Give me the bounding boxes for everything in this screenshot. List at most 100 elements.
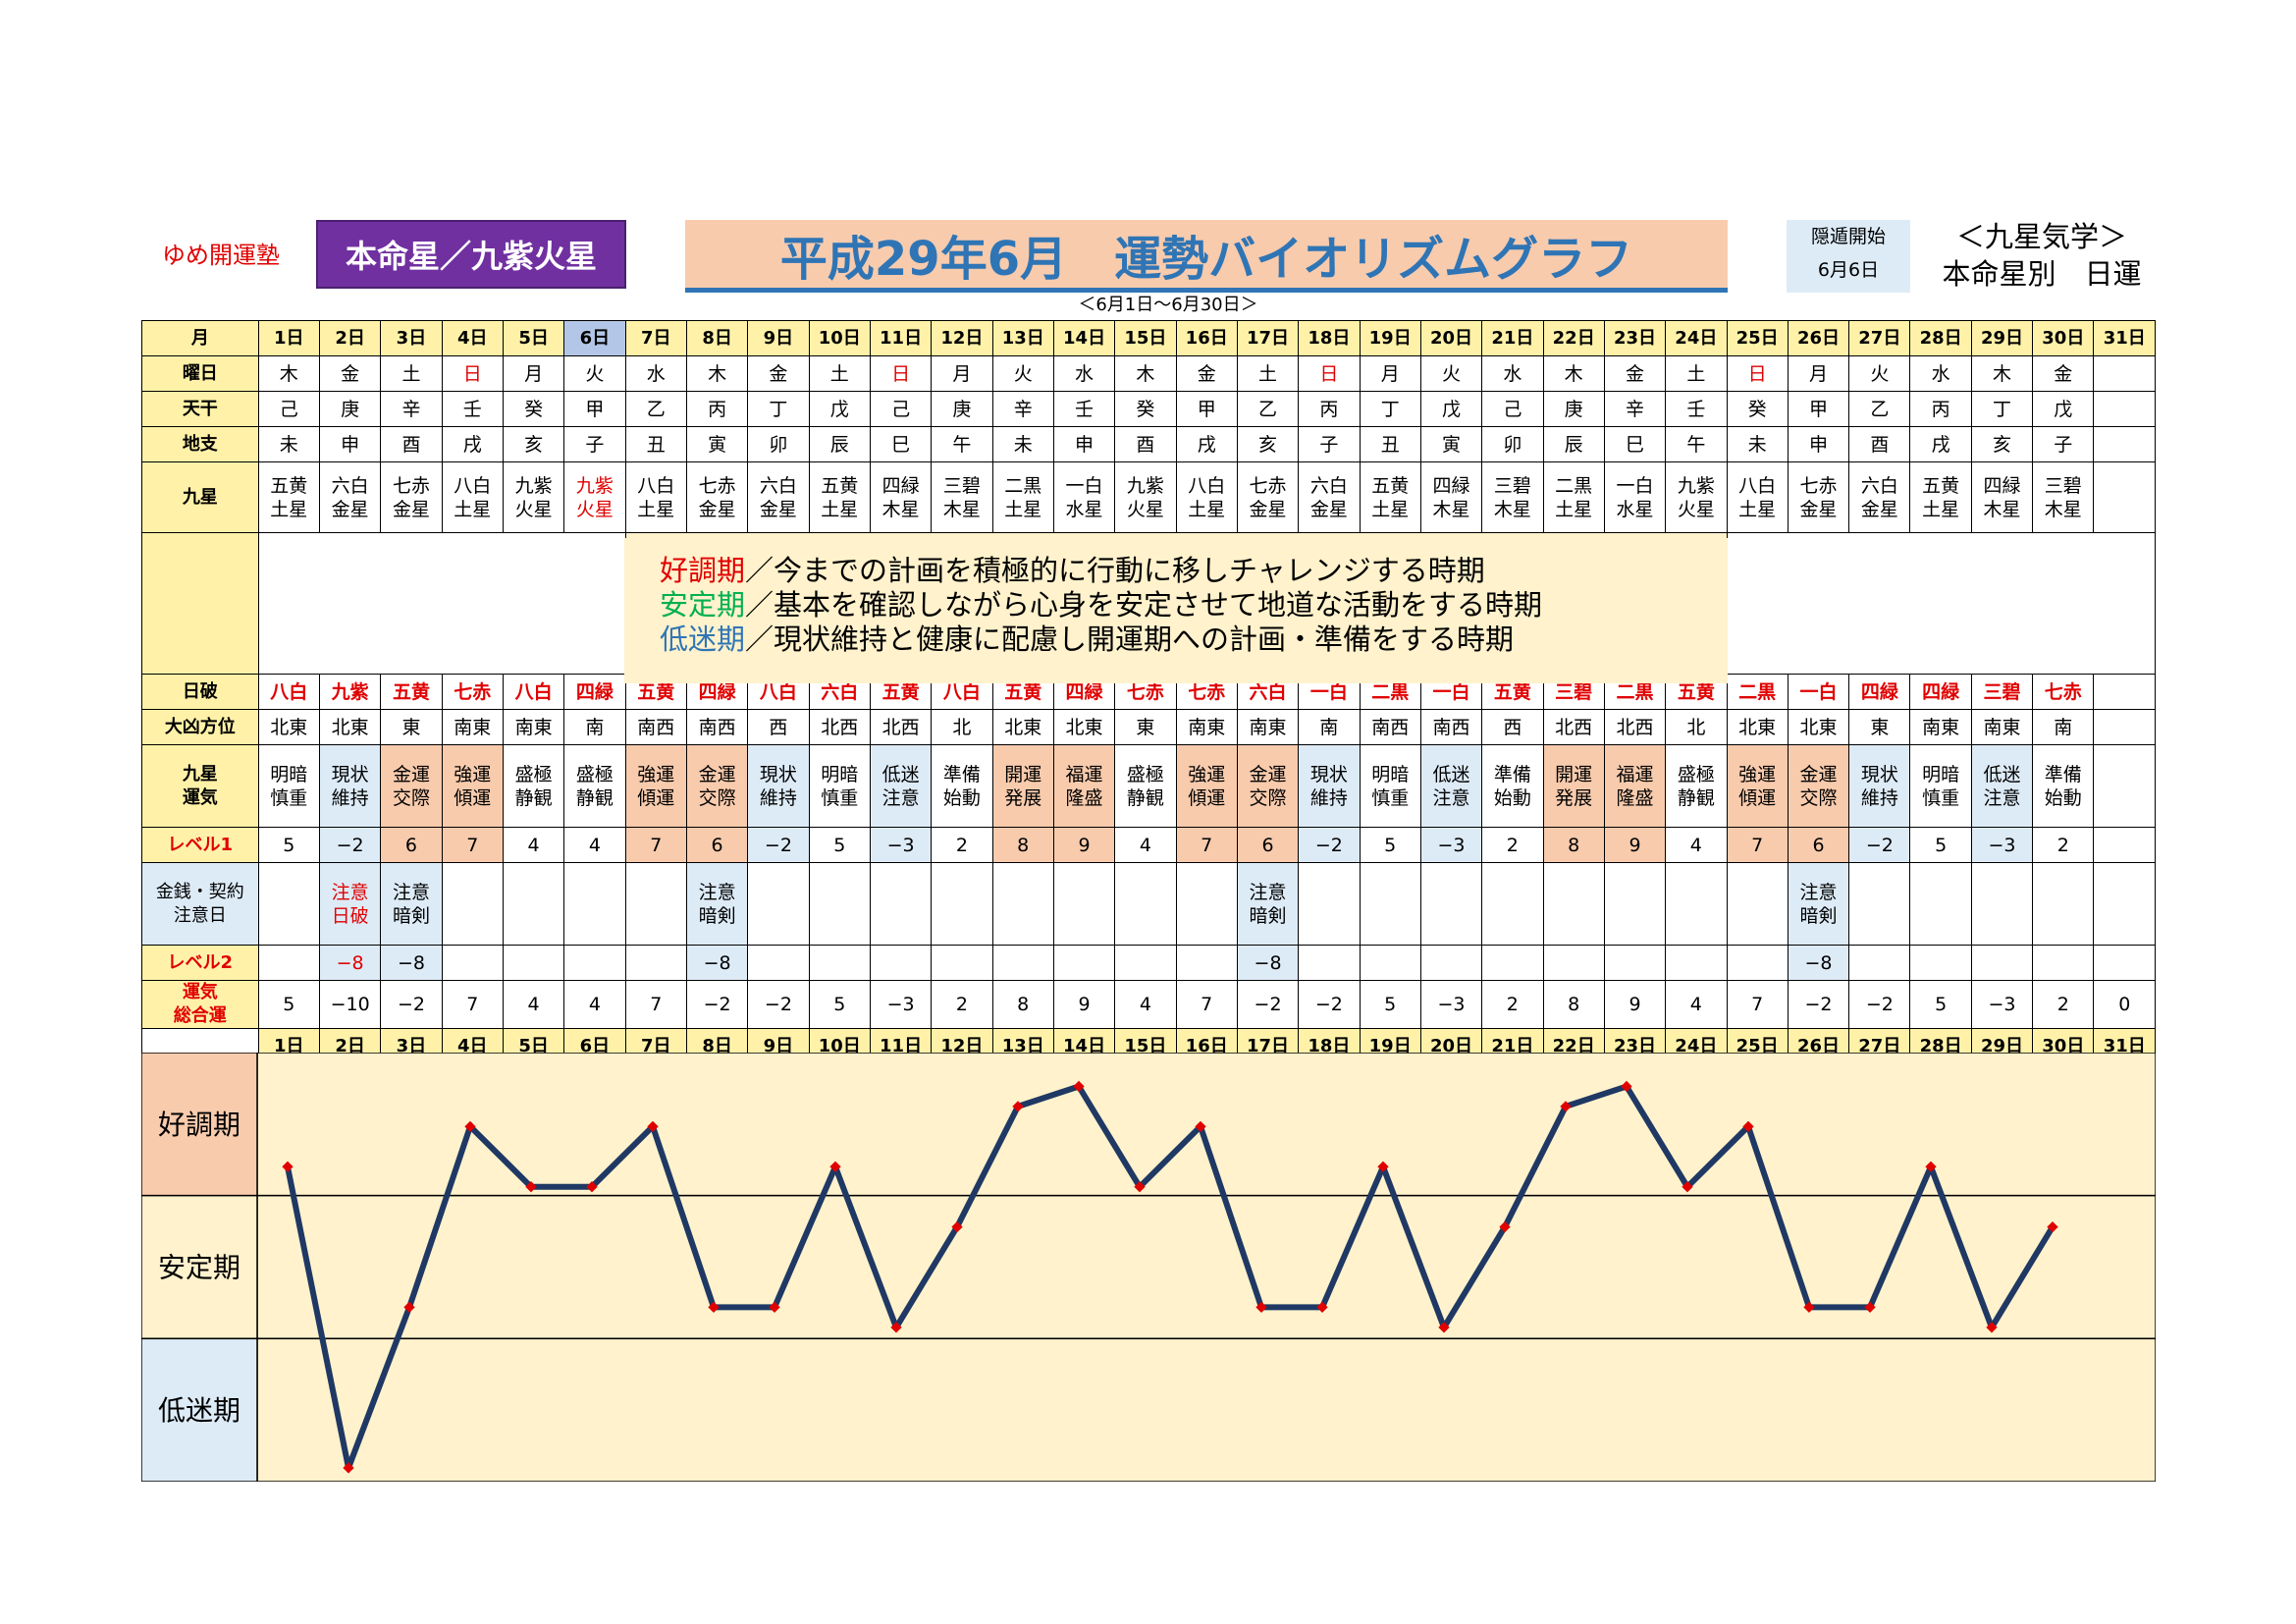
day-header: 23日	[1603, 320, 1667, 356]
nippa-cell: 八白	[257, 674, 320, 710]
tenkan-cell: 癸	[502, 391, 565, 427]
chishi-cell: 子	[563, 426, 626, 462]
level1-cell: −3	[869, 827, 933, 863]
level1-cell: 6	[380, 827, 443, 863]
level2-cell: −8	[1236, 945, 1300, 981]
day-header: 8日	[685, 320, 749, 356]
chishi-cell: 亥	[1236, 426, 1300, 462]
kinsen-cell	[1542, 862, 1605, 946]
kinsen-cell	[1970, 862, 2034, 946]
row-label-message	[141, 532, 259, 675]
chishi-cell: 亥	[502, 426, 565, 462]
unki-cell: 福運 隆盛	[1052, 744, 1116, 828]
unki-cell: 現状 維持	[1848, 744, 1911, 828]
daikyo-cell: 南西	[1419, 709, 1483, 745]
unki-cell: 金運 交際	[685, 744, 749, 828]
kinsen-cell	[1298, 862, 1361, 946]
kinsen-cell	[1359, 862, 1421, 946]
day-header: 1日	[257, 320, 320, 356]
chishi-cell: 巳	[869, 426, 933, 462]
data-point	[1438, 1322, 1450, 1333]
day-header: 12日	[931, 320, 993, 356]
kinsen-cell: 注意 暗剣	[685, 862, 749, 946]
weekday-cell: 金	[1175, 355, 1238, 392]
daikyo-cell: 北東	[991, 709, 1054, 745]
row-label-kyusei: 九星	[141, 461, 259, 533]
weekday-cell	[2093, 355, 2156, 392]
unki-cell: 福運 隆盛	[1603, 744, 1667, 828]
chishi-cell: 寅	[1419, 426, 1483, 462]
kyusei-cell: 六白 金星	[1298, 461, 1361, 533]
day-header: 13日	[991, 320, 1054, 356]
day-header: 6日	[563, 320, 626, 356]
chishi-cell: 酉	[380, 426, 443, 462]
unki-cell: 金運 交際	[380, 744, 443, 828]
daikyo-cell: 北東	[318, 709, 382, 745]
level2-cell	[502, 945, 565, 981]
kyusei-cell: 七赤 金星	[1787, 461, 1850, 533]
day-header: 15日	[1114, 320, 1177, 356]
level2-cell	[869, 945, 933, 981]
row-daikyo: 大凶方位 北東 北東東南東 南東南南西 南西西北西 北西北北東 北東東南東 南東南南西 南西西北…	[141, 709, 2156, 745]
kinsen-cell	[502, 862, 565, 946]
level1-cell: 9	[1603, 827, 1667, 863]
data-point	[2047, 1220, 2058, 1233]
chishi-cell: 丑	[624, 426, 687, 462]
kinsen-cell	[563, 862, 626, 946]
tenkan-cell: 丁	[1970, 391, 2034, 427]
day-header: 3日	[380, 320, 443, 356]
unki-cell: 強運 傾運	[1175, 744, 1238, 828]
row-kyusei: 九星 五黄 土星 六白 金星 七赤 金星 八白 土星 九紫 火星 九紫 火星 八白 土星 七赤 金星 六白 金星 五黄…	[141, 461, 2156, 533]
inton-label: 隠遁開始	[1810, 226, 1886, 247]
day-header: 24日	[1665, 320, 1728, 356]
row-label-kinsen: 金銭・契約 注意日	[141, 862, 259, 946]
level2-cell	[991, 945, 1054, 981]
day-header: 30日	[2032, 320, 2095, 356]
level2-cell	[1970, 945, 2034, 981]
chishi-cell: 申	[1052, 426, 1116, 462]
chishi-cell	[2093, 426, 2156, 462]
chishi-cell: 未	[1726, 426, 1789, 462]
data-point	[343, 1462, 354, 1474]
total-cell: 0	[2093, 980, 2156, 1029]
kyusei-cell: 九紫 火星	[1665, 461, 1728, 533]
level2-cell	[624, 945, 687, 981]
level1-cell: 9	[1052, 827, 1116, 863]
tenkan-cell: 甲	[1787, 391, 1850, 427]
daikyo-cell: 南東	[1909, 709, 1972, 745]
kyusei-cell: 五黄 土星	[1359, 461, 1421, 533]
level2-cell	[1052, 945, 1116, 981]
chishi-cell: 酉	[1848, 426, 1911, 462]
school-name: ゆめ開運塾	[162, 242, 280, 269]
band-label-bg	[140, 1052, 258, 1197]
kyusei-cell: 九紫 火星	[502, 461, 565, 533]
weekday-cell: 火	[563, 355, 626, 392]
weekday-cell: 火	[1848, 355, 1911, 392]
row-chishi: 地支未申酉戌亥子丑寅卯辰巳午未申酉戌亥子丑寅卯辰巳午未申酉戌亥子	[141, 426, 2156, 462]
level2-cell	[931, 945, 993, 981]
tenkan-cell: 戊	[808, 391, 871, 427]
unki-cell: 低迷 注意	[1970, 744, 2034, 828]
row-kyusei_unki: 九星 運気 明暗 慎重 現状 維持 金運 交際 強運 傾運 盛極 静観 盛極 静観 強運 傾運 金運 交際 現状 維持…	[141, 744, 2156, 828]
level2-cell	[1114, 945, 1177, 981]
inton-box: 隠遁開始 6月6日	[1787, 220, 1910, 293]
level1-cell: 7	[1175, 827, 1238, 863]
data-point	[1316, 1301, 1328, 1314]
chishi-cell: 酉	[1114, 426, 1177, 462]
kyusei-cell: 五黄 土星	[257, 461, 320, 533]
kyusei-cell: 四緑 木星	[869, 461, 933, 533]
data-point	[1377, 1161, 1389, 1172]
kyusei-cell: 三碧 木星	[1481, 461, 1544, 533]
daikyo-cell: 東	[1848, 709, 1911, 745]
level1-cell: −2	[318, 827, 382, 863]
chishi-cell: 午	[1665, 426, 1728, 462]
unki-cell: 強運 傾運	[624, 744, 687, 828]
kyusei-cell: 八白 土星	[624, 461, 687, 533]
unki-cell: 盛極 静観	[1114, 744, 1177, 828]
chishi-cell: 亥	[1970, 426, 2034, 462]
level2-cell: −8	[1787, 945, 1850, 981]
tenkan-cell: 癸	[1114, 391, 1177, 427]
tenkan-cell: 癸	[1726, 391, 1789, 427]
level2-cell	[1726, 945, 1789, 981]
data-point	[1986, 1322, 1998, 1333]
